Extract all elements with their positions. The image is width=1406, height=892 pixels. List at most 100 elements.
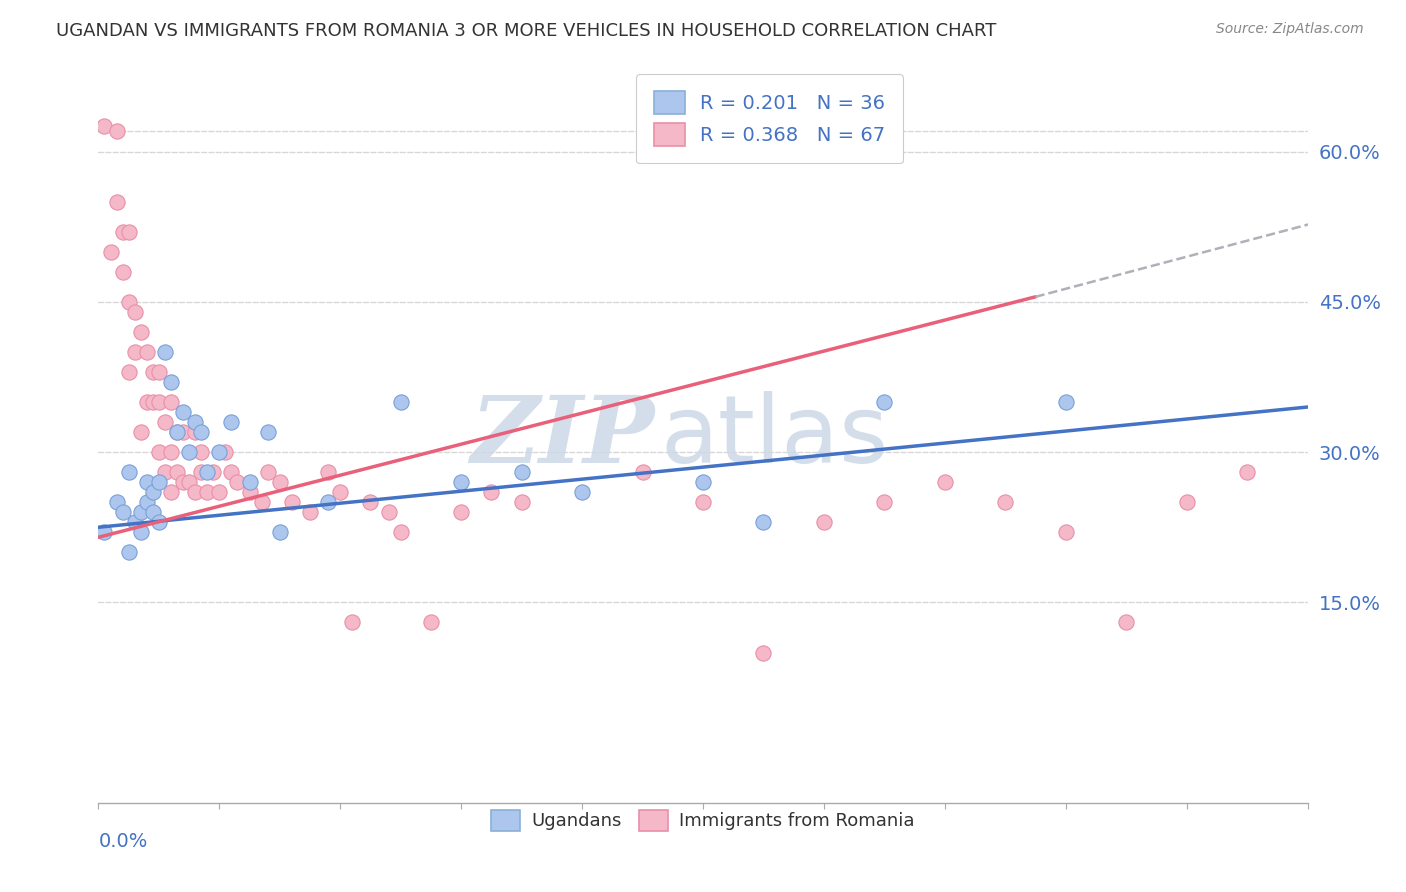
Point	[360, 495, 382, 509]
Point	[226, 475, 249, 490]
Point	[1236, 465, 1258, 479]
Point	[118, 465, 141, 479]
Point	[118, 225, 141, 239]
Point	[153, 465, 176, 479]
Point	[631, 465, 654, 479]
Point	[377, 505, 399, 519]
Point	[160, 395, 183, 409]
Point	[256, 425, 278, 439]
Point	[118, 545, 141, 559]
Point	[184, 425, 207, 439]
Point	[124, 345, 146, 359]
Text: ZIP: ZIP	[471, 392, 655, 482]
Legend: Ugandans, Immigrants from Romania: Ugandans, Immigrants from Romania	[477, 796, 929, 845]
Point	[195, 465, 218, 479]
Point	[160, 445, 183, 459]
Point	[172, 405, 194, 419]
Point	[135, 495, 157, 509]
Point	[111, 265, 134, 279]
Point	[118, 294, 141, 309]
Point	[184, 415, 207, 429]
Point	[692, 475, 714, 490]
Point	[316, 495, 339, 509]
Point	[129, 325, 152, 339]
Point	[208, 445, 231, 459]
Point	[148, 445, 170, 459]
Text: 0.0%: 0.0%	[98, 832, 148, 851]
Point	[873, 395, 896, 409]
Point	[124, 515, 146, 529]
Point	[179, 445, 201, 459]
Point	[329, 485, 352, 500]
Point	[420, 615, 443, 630]
Point	[510, 495, 533, 509]
Point	[179, 475, 201, 490]
Point	[481, 485, 503, 500]
Point	[208, 485, 231, 500]
Point	[221, 465, 243, 479]
Point	[184, 485, 207, 500]
Point	[316, 465, 339, 479]
Point	[172, 425, 194, 439]
Point	[93, 525, 115, 540]
Point	[190, 425, 212, 439]
Point	[214, 445, 236, 459]
Point	[256, 465, 278, 479]
Point	[752, 646, 775, 660]
Point	[166, 425, 188, 439]
Point	[135, 395, 157, 409]
Point	[160, 485, 183, 500]
Point	[342, 615, 364, 630]
Point	[148, 365, 170, 379]
Point	[281, 495, 304, 509]
Text: Source: ZipAtlas.com: Source: ZipAtlas.com	[1216, 22, 1364, 37]
Point	[135, 475, 157, 490]
Point	[142, 485, 165, 500]
Point	[166, 465, 188, 479]
Point	[129, 425, 152, 439]
Point	[692, 495, 714, 509]
Point	[118, 365, 141, 379]
Point	[389, 525, 412, 540]
Text: UGANDAN VS IMMIGRANTS FROM ROMANIA 3 OR MORE VEHICLES IN HOUSEHOLD CORRELATION C: UGANDAN VS IMMIGRANTS FROM ROMANIA 3 OR …	[56, 22, 997, 40]
Point	[873, 495, 896, 509]
Point	[190, 445, 212, 459]
Point	[250, 495, 273, 509]
Point	[299, 505, 322, 519]
Point	[172, 475, 194, 490]
Point	[166, 425, 188, 439]
Point	[93, 120, 115, 134]
Point	[1054, 395, 1077, 409]
Point	[239, 485, 262, 500]
Point	[1054, 525, 1077, 540]
Point	[190, 465, 212, 479]
Point	[1115, 615, 1137, 630]
Point	[239, 475, 262, 490]
Point	[221, 415, 243, 429]
Point	[105, 495, 128, 509]
Point	[269, 525, 291, 540]
Point	[142, 505, 165, 519]
Point	[994, 495, 1017, 509]
Point	[111, 225, 134, 239]
Point	[129, 505, 152, 519]
Point	[153, 415, 176, 429]
Point	[124, 305, 146, 319]
Point	[129, 525, 152, 540]
Point	[450, 475, 472, 490]
Point	[752, 515, 775, 529]
Point	[269, 475, 291, 490]
Point	[813, 515, 835, 529]
Point	[105, 124, 128, 138]
Point	[389, 395, 412, 409]
Point	[450, 505, 472, 519]
Text: atlas: atlas	[661, 391, 889, 483]
Point	[100, 244, 122, 259]
Point	[148, 515, 170, 529]
Point	[160, 375, 183, 389]
Point	[148, 395, 170, 409]
Point	[148, 475, 170, 490]
Point	[571, 485, 593, 500]
Point	[510, 465, 533, 479]
Point	[195, 485, 218, 500]
